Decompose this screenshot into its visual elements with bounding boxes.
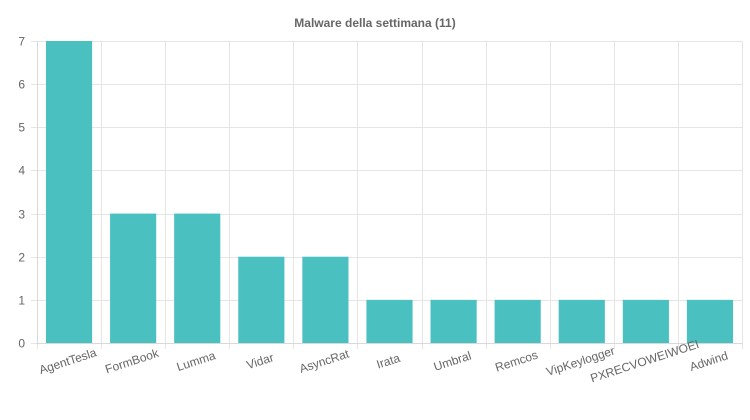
y-tick-label: 4 [18,164,25,178]
x-tick-label: Irata [375,351,402,372]
bar-adwind[interactable] [686,299,734,343]
chart-title: Malware della settimana (11) [294,16,455,30]
y-tick-label: 5 [18,121,25,135]
x-tick-label: Remcos [493,348,539,375]
bar-lumma[interactable] [174,213,221,343]
bar-vipkeylogger[interactable] [558,299,605,343]
x-axis-ticks: AgentTesla FormBook Lumma Vidar AsyncRat Irat… [37,337,729,385]
bar-formbook[interactable] [110,213,157,343]
bar-asyncrat[interactable] [302,256,349,343]
bar-irata[interactable] [366,299,413,343]
x-tick-label: AgentTesla [37,345,98,377]
x-tick-label: Lumma [175,348,218,374]
bars [45,41,734,343]
y-tick-label: 6 [18,78,25,92]
bar-umbral[interactable] [430,299,477,343]
axes [37,41,742,344]
bar-vidar[interactable] [238,256,285,343]
y-tick-label: 0 [18,337,25,351]
bar-remcos[interactable] [494,299,541,343]
x-tick-label: AsyncRat [298,346,352,375]
bar-agenttesla[interactable] [45,41,93,343]
x-tick-label: PXRECVOWEIWOEI [589,337,701,385]
grid-lines [31,41,743,349]
y-tick-label: 2 [18,251,25,265]
bar-pxrecvoweiwoei[interactable] [622,299,669,343]
x-tick-label: FormBook [103,346,161,377]
y-tick-label: 3 [18,208,25,222]
y-axis-ticks: 0 1 2 3 4 5 6 7 [18,35,25,351]
y-tick-label: 1 [18,294,25,308]
y-tick-label: 7 [18,35,25,49]
x-tick-label: Vidar [245,350,276,372]
x-tick-label: Umbral [432,349,473,374]
